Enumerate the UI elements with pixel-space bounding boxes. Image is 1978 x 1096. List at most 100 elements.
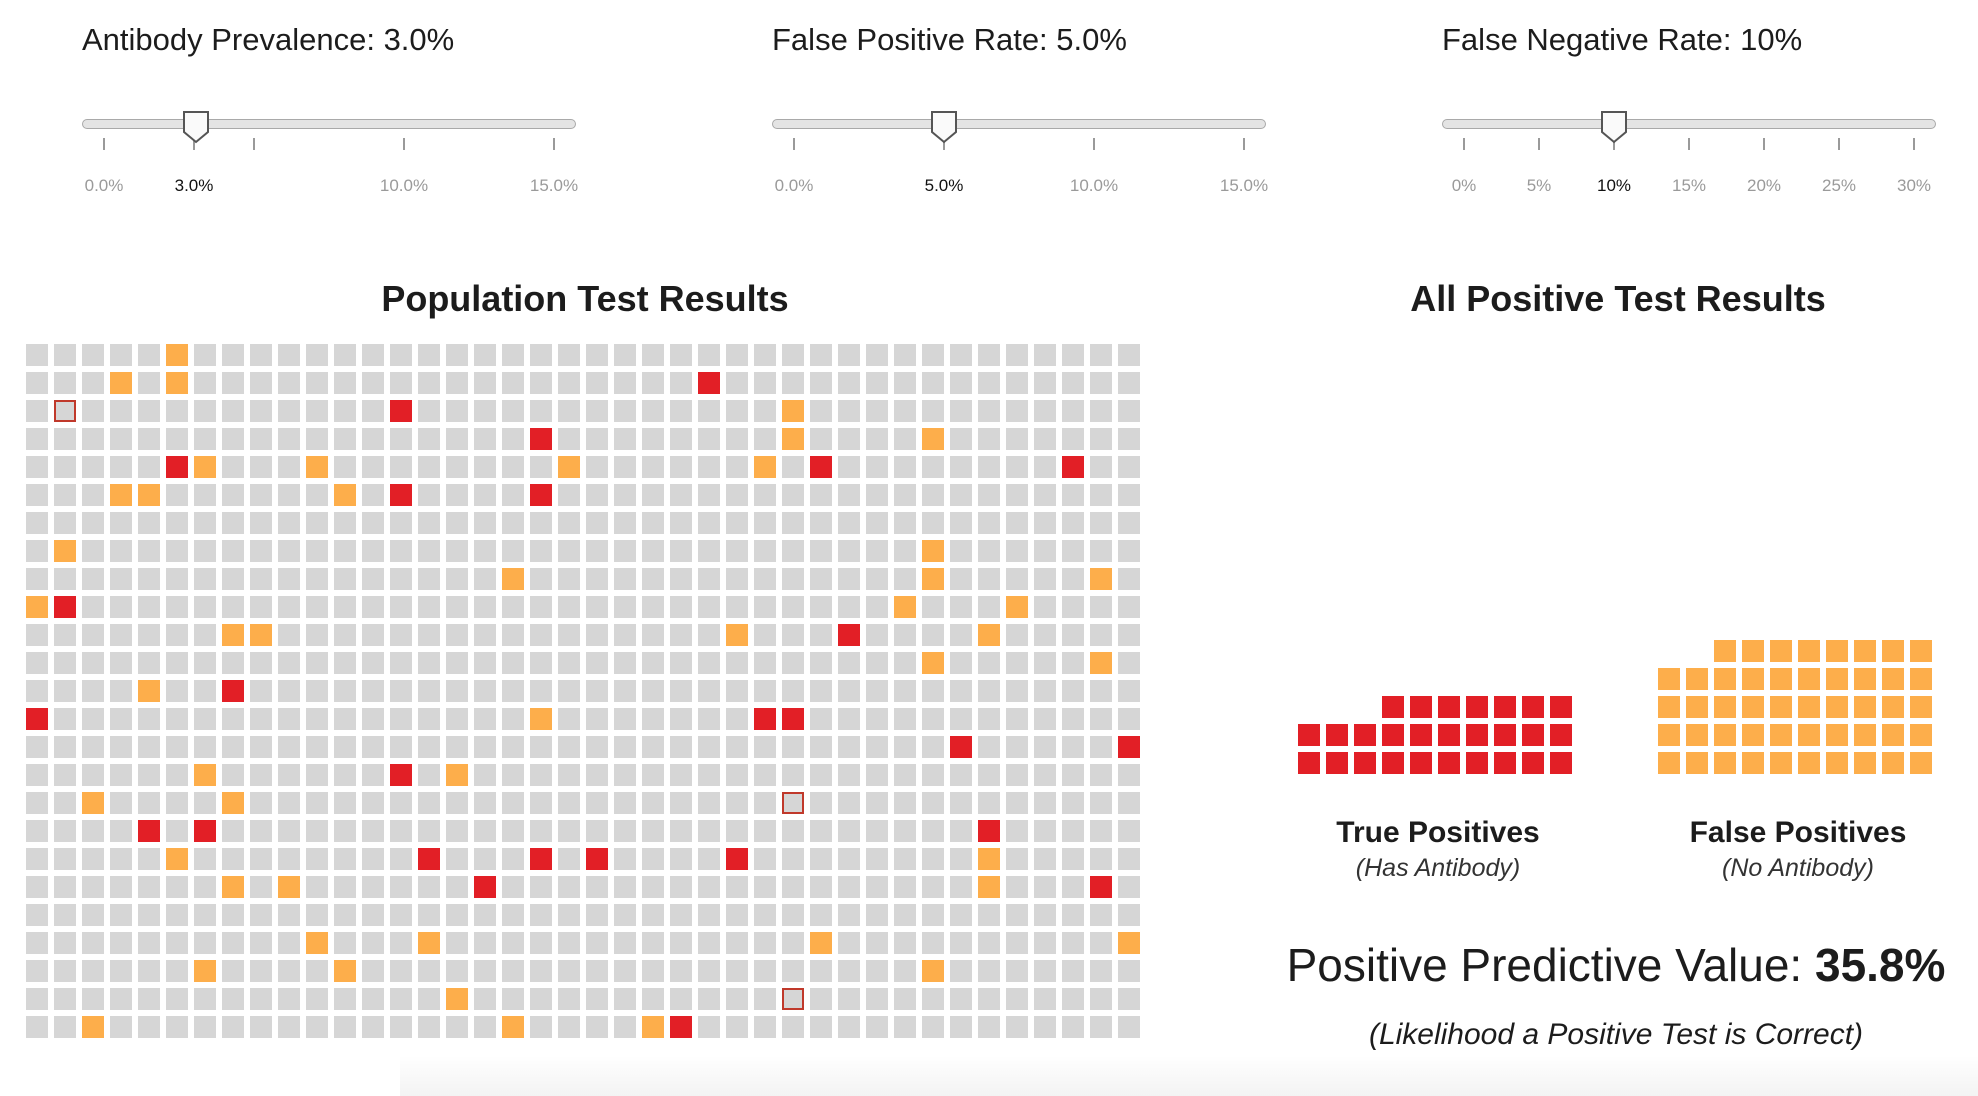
negative-cell — [250, 1016, 272, 1038]
negative-cell — [250, 960, 272, 982]
negative-cell — [978, 708, 1000, 730]
negative-cell — [446, 960, 468, 982]
negative-cell — [446, 680, 468, 702]
negative-cell — [418, 876, 440, 898]
negative-cell — [1006, 792, 1028, 814]
negative-cell — [446, 904, 468, 926]
negative-cell — [250, 708, 272, 730]
negative-cell — [1090, 512, 1112, 534]
negative-cell — [978, 736, 1000, 758]
negative-cell — [334, 428, 356, 450]
negative-cell — [26, 484, 48, 506]
false-positive-cell — [194, 960, 216, 982]
false-positive-square — [1714, 696, 1736, 718]
negative-cell — [894, 904, 916, 926]
negative-cell — [698, 456, 720, 478]
slider-tick-label[interactable]: 0.0% — [84, 176, 124, 195]
slider-tick-label[interactable]: 3.0% — [174, 176, 214, 195]
negative-cell — [838, 456, 860, 478]
negative-cell — [138, 540, 160, 562]
negative-cell — [922, 456, 944, 478]
negative-cell — [978, 960, 1000, 982]
slider-thumb-prevalence[interactable] — [182, 110, 210, 144]
negative-cell — [194, 708, 216, 730]
negative-cell — [418, 988, 440, 1010]
slider-tick-label[interactable]: 10.0% — [379, 176, 429, 195]
slider-tick — [1538, 138, 1540, 150]
negative-cell — [586, 428, 608, 450]
slider-tick-label[interactable]: 15.0% — [529, 176, 579, 195]
negative-cell — [1118, 988, 1140, 1010]
true-positive-square — [1522, 724, 1544, 746]
false-positive-cell — [82, 1016, 104, 1038]
negative-cell — [810, 764, 832, 786]
negative-cell — [642, 988, 664, 1010]
negative-cell — [950, 540, 972, 562]
negative-cell — [306, 652, 328, 674]
negative-cell — [894, 680, 916, 702]
negative-cell — [1006, 988, 1028, 1010]
negative-cell — [922, 344, 944, 366]
negative-cell — [670, 792, 692, 814]
negative-cell — [194, 652, 216, 674]
negative-cell — [194, 624, 216, 646]
negative-cell — [54, 652, 76, 674]
slider-track-false-positive[interactable] — [772, 119, 1266, 129]
negative-cell — [922, 372, 944, 394]
negative-cell — [502, 988, 524, 1010]
slider-tick-label[interactable]: 10.0% — [1069, 176, 1119, 195]
negative-cell — [446, 736, 468, 758]
slider-tick — [1243, 138, 1245, 150]
negative-cell — [110, 1016, 132, 1038]
negative-cell — [754, 568, 776, 590]
slider-track-prevalence[interactable] — [82, 119, 576, 129]
false-positive-square — [1742, 696, 1764, 718]
true-positive-square — [1410, 724, 1432, 746]
negative-cell — [110, 512, 132, 534]
negative-cell — [978, 540, 1000, 562]
slider-tick-label[interactable]: 30% — [1896, 176, 1932, 195]
slider-tick-label[interactable]: 5% — [1526, 176, 1552, 195]
negative-cell — [222, 736, 244, 758]
negative-cell — [390, 512, 412, 534]
negative-cell — [1090, 960, 1112, 982]
slider-tick-label[interactable]: 15.0% — [1219, 176, 1269, 195]
negative-cell — [54, 624, 76, 646]
slider-tick-label[interactable]: 15% — [1671, 176, 1707, 195]
negative-cell — [502, 932, 524, 954]
negative-cell — [334, 932, 356, 954]
negative-cell — [670, 736, 692, 758]
negative-cell — [530, 568, 552, 590]
negative-cell — [334, 708, 356, 730]
negative-cell — [1090, 428, 1112, 450]
negative-cell — [390, 596, 412, 618]
slider-thumb-false-negative[interactable] — [1600, 110, 1628, 144]
negative-cell — [838, 792, 860, 814]
slider-tick-label[interactable]: 0% — [1451, 176, 1477, 195]
slider-tick-label[interactable]: 0.0% — [774, 176, 814, 195]
slider-tick-label[interactable]: 25% — [1821, 176, 1857, 195]
negative-cell — [754, 848, 776, 870]
negative-cell — [166, 988, 188, 1010]
negative-cell — [754, 596, 776, 618]
slider-tick-label[interactable]: 10% — [1596, 176, 1632, 195]
negative-cell — [166, 652, 188, 674]
slider-tick-label[interactable]: 5.0% — [924, 176, 964, 195]
negative-cell — [82, 344, 104, 366]
negative-cell — [978, 764, 1000, 786]
negative-cell — [614, 512, 636, 534]
negative-cell — [642, 904, 664, 926]
slider-tick-label[interactable]: 20% — [1746, 176, 1782, 195]
negative-cell — [334, 1016, 356, 1038]
slider-track-false-negative[interactable] — [1442, 119, 1936, 129]
negative-cell — [306, 568, 328, 590]
negative-cell — [222, 764, 244, 786]
negative-cell — [82, 652, 104, 674]
negative-cell — [474, 708, 496, 730]
negative-cell — [1006, 960, 1028, 982]
negative-cell — [558, 1016, 580, 1038]
negative-cell — [1062, 764, 1084, 786]
negative-cell — [558, 680, 580, 702]
false-positive-cell — [502, 568, 524, 590]
slider-thumb-false-positive[interactable] — [930, 110, 958, 144]
